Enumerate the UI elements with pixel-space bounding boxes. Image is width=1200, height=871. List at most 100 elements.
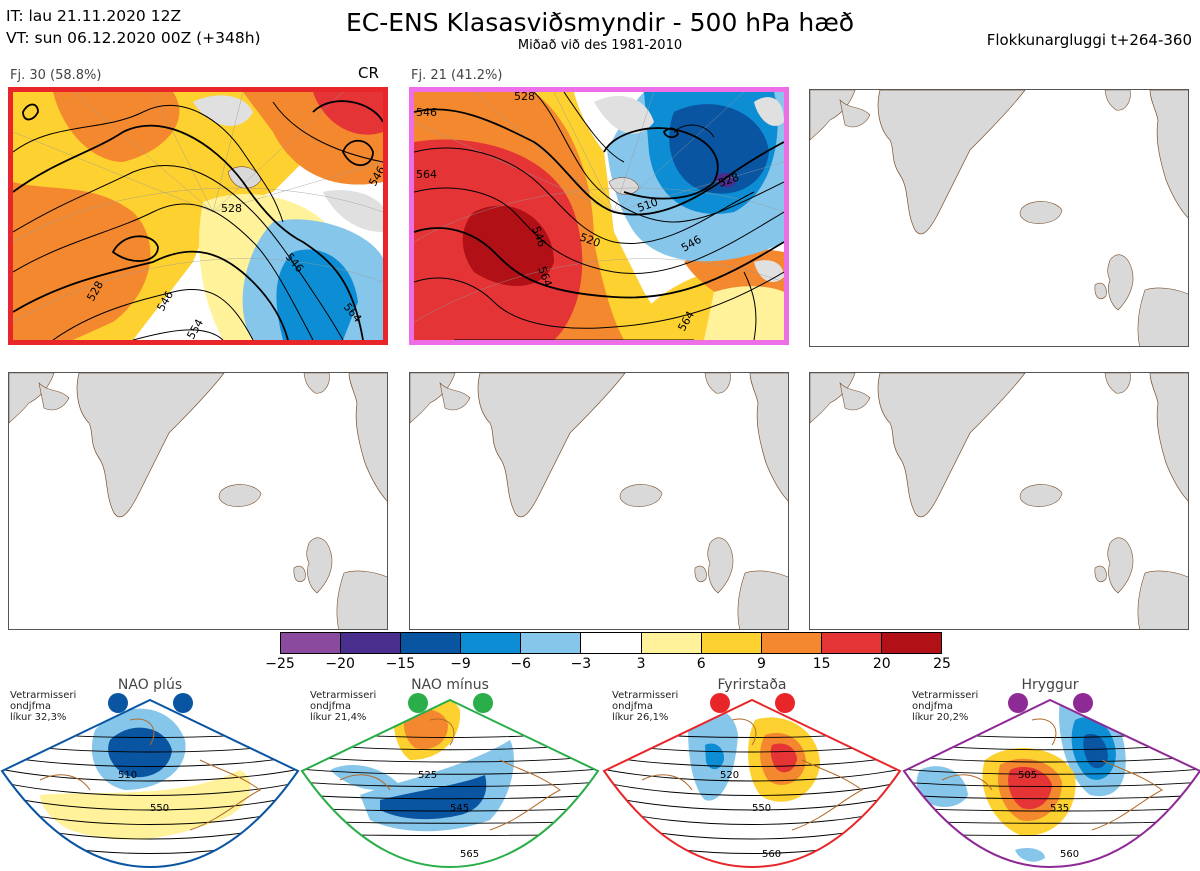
- contour-label: 505: [1018, 770, 1037, 781]
- colorbar-tick-label: −20: [325, 656, 355, 672]
- regime-title: NAO plús: [117, 677, 183, 693]
- height-contour: [604, 768, 900, 782]
- colorbar-tick-label: 3: [636, 656, 646, 672]
- colorbar-swatch: [880, 633, 942, 653]
- height-contour: [2, 781, 298, 796]
- regime-marker: [108, 693, 128, 713]
- contour-label: 550: [150, 803, 169, 814]
- colorbar-swatch: [281, 633, 341, 653]
- colorbar-tick-label: −6: [510, 656, 532, 672]
- coastline: [39, 718, 261, 831]
- height-contour: [2, 768, 298, 782]
- height-contour: [302, 768, 598, 775]
- init-time: IT: lau 21.11.2020 12Z: [6, 7, 182, 25]
- coastline: [941, 718, 1163, 831]
- colorbar-tick-label: 6: [696, 656, 706, 672]
- regime-frame: [602, 698, 902, 869]
- colorbar-swatch: [460, 633, 521, 653]
- coastline: [339, 718, 561, 831]
- contour-label: 545: [450, 803, 469, 814]
- regime-probability: Vetrarmisseri ondjfma líkur 20,2%: [912, 690, 979, 723]
- header-times: IT: lau 21.11.2020 12Z VT: sun 06.12.202…: [6, 4, 261, 51]
- height-contour: [302, 781, 598, 787]
- height-contour: [604, 755, 900, 767]
- panel-1-label: Fj. 30 (58.8%): [10, 68, 102, 83]
- height-contour: [302, 755, 598, 763]
- regime-marker: [1008, 693, 1028, 713]
- regime-frame: [0, 698, 300, 869]
- height-contour: [2, 794, 298, 811]
- cluster-panel-2[interactable]: 546 564 546 564 528 546 520 510 564 528: [409, 87, 789, 345]
- valid-time: VT: sun 06.12.2020 00Z (+348h): [6, 29, 261, 47]
- colorbar-swatch: [520, 633, 581, 653]
- regime-frame: [300, 698, 600, 869]
- height-contour: [302, 833, 598, 836]
- colorbar-tick-label: −15: [385, 656, 416, 672]
- panel-1-tag: CR: [358, 64, 379, 82]
- colorbar-tick-label: 9: [756, 656, 766, 672]
- contour-label: 510: [118, 770, 137, 781]
- colorbar-swatch: [340, 633, 401, 653]
- cluster-panel-1[interactable]: 528 528 546 546 554 564 546: [8, 87, 388, 345]
- height-contour: [604, 794, 900, 811]
- contour-label: 565: [460, 849, 479, 860]
- colorbar-tick-label: −25: [265, 656, 295, 672]
- height-contour: [904, 833, 1200, 836]
- regime-marker: [1073, 693, 1093, 713]
- colorbar-swatch: [400, 633, 461, 653]
- regime-map[interactable]: 510 550: [0, 693, 300, 869]
- regime-probability: Vetrarmisseri ondjfma líkur 26,1%: [612, 690, 679, 723]
- anomaly-area: [330, 765, 400, 790]
- contour-label: 560: [1060, 849, 1079, 860]
- colorbar-swatch: [640, 633, 701, 653]
- panel-2-label: Fj. 21 (41.2%): [411, 68, 503, 83]
- colorbar-tick-label: −9: [450, 656, 471, 672]
- anomaly-area: [380, 775, 487, 820]
- height-contour: [904, 768, 1200, 775]
- regime-probability: Vetrarmisseri ondjfma líkur 21,4%: [310, 690, 377, 723]
- cluster-panel-6[interactable]: [809, 372, 1189, 630]
- cluster-map-1: 528 528 546 546 554 564 546: [13, 92, 383, 340]
- contour-label: 535: [1050, 803, 1069, 814]
- colorbar-tick-label: 15: [812, 656, 831, 672]
- height-contour: [904, 729, 1200, 738]
- regime-title: Hryggur: [1021, 677, 1079, 693]
- contour-label: 520: [720, 770, 739, 781]
- regime-probability: Vetrarmisseri ondjfma líkur 32,3%: [10, 690, 77, 723]
- page-subtitle: Miðað við des 1981-2010: [517, 38, 683, 53]
- regime-marker: [173, 693, 193, 713]
- cluster-panel-3[interactable]: [809, 89, 1189, 347]
- anomaly-area: [108, 727, 172, 778]
- height-contour: [604, 820, 900, 840]
- cluster-panel-4[interactable]: [8, 372, 388, 630]
- contour-label: 528: [221, 202, 242, 215]
- contour-label: 528: [514, 92, 535, 103]
- regime-marker: [408, 693, 428, 713]
- cluster-map-2: 546 564 546 564 528 546 520 510 564 528: [414, 92, 784, 340]
- height-contour: [604, 833, 900, 854]
- height-contour: [904, 794, 1200, 800]
- contour-label: 564: [416, 168, 437, 181]
- height-contour: [904, 781, 1200, 787]
- anomaly-area: [705, 743, 725, 770]
- contour-label: 550: [752, 803, 771, 814]
- regime-marker: [710, 693, 730, 713]
- colorbar-swatch: [820, 633, 881, 653]
- regime-marker: [775, 693, 795, 713]
- regime-marker: [473, 693, 493, 713]
- anomaly-area: [770, 743, 797, 773]
- cluster-panel-5[interactable]: [409, 372, 789, 630]
- regime-title: Fyrirstaða: [717, 677, 787, 693]
- colorbar-tick-label: 25: [933, 656, 951, 672]
- colorbar-swatch: [700, 633, 761, 653]
- regime-title: NAO mínus: [411, 677, 489, 693]
- coastline: [641, 718, 863, 831]
- contour-label: 546: [416, 106, 437, 119]
- colorbar: [280, 632, 942, 654]
- height-contour: [302, 742, 598, 751]
- contour-label: 525: [418, 770, 437, 781]
- colorbar-tick-label: −3: [570, 656, 592, 672]
- page-title: EC-ENS Klasasviðsmyndir - 500 hPa hæð: [345, 8, 855, 37]
- window-label: Flokkunargluggi t+264-360: [986, 31, 1192, 49]
